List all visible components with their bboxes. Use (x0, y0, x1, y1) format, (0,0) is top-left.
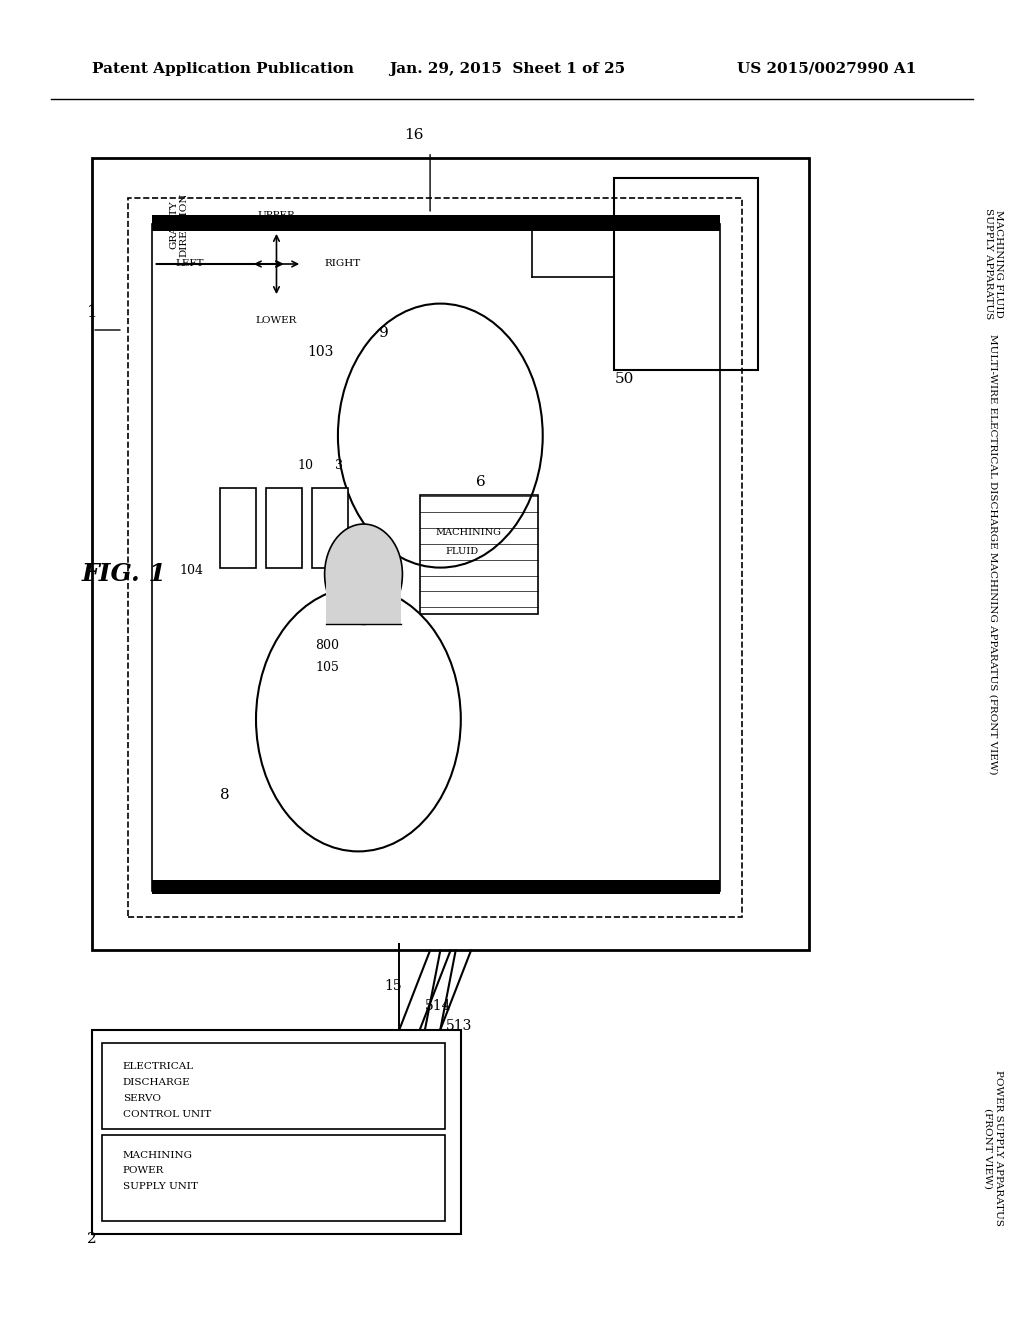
Text: MACHINING: MACHINING (123, 1151, 193, 1160)
Bar (92, 158, 809, 950)
Text: 50: 50 (614, 372, 634, 385)
Text: 800: 800 (315, 639, 339, 652)
Text: 104: 104 (179, 564, 203, 577)
Text: POWER: POWER (123, 1167, 164, 1176)
Text: MACHINING: MACHINING (435, 528, 501, 537)
Circle shape (325, 524, 402, 624)
Text: 9: 9 (379, 326, 389, 339)
Text: Jan. 29, 2015  Sheet 1 of 25: Jan. 29, 2015 Sheet 1 of 25 (389, 62, 626, 75)
Text: LOWER: LOWER (256, 317, 297, 326)
Text: 10: 10 (297, 458, 313, 471)
Text: FIG. 1: FIG. 1 (82, 562, 167, 586)
Text: POWER SUPPLY APPARATUS
(FRONT VIEW): POWER SUPPLY APPARATUS (FRONT VIEW) (984, 1071, 1002, 1226)
Text: SUPPLY UNIT: SUPPLY UNIT (123, 1183, 198, 1192)
Text: 1: 1 (87, 304, 97, 321)
Bar (128, 198, 742, 917)
Text: 15: 15 (384, 979, 401, 993)
Bar (420, 495, 538, 614)
Bar (614, 178, 758, 370)
Text: 513: 513 (445, 1019, 472, 1032)
Text: 103: 103 (307, 346, 334, 359)
Text: Patent Application Publication: Patent Application Publication (92, 62, 354, 75)
Text: 6: 6 (476, 475, 486, 488)
Text: 514: 514 (425, 999, 452, 1012)
Text: US 2015/0027990 A1: US 2015/0027990 A1 (737, 62, 916, 75)
Text: DISCHARGE: DISCHARGE (123, 1078, 190, 1088)
Bar (152, 880, 720, 894)
Text: ELECTRICAL: ELECTRICAL (123, 1063, 194, 1072)
Text: 8: 8 (220, 788, 229, 801)
Bar (152, 224, 720, 891)
Text: LEFT: LEFT (175, 260, 204, 268)
Text: SERVO: SERVO (123, 1094, 161, 1104)
Text: MULTI-WIRE ELECTRICAL DISCHARGE MACHINING APPARATUS (FRONT VIEW): MULTI-WIRE ELECTRICAL DISCHARGE MACHININ… (989, 334, 997, 775)
Bar (152, 215, 720, 231)
Text: MACHINING FLUID
SUPPLY APPARATUS: MACHINING FLUID SUPPLY APPARATUS (984, 209, 1002, 319)
Text: 2: 2 (87, 1233, 97, 1246)
Bar (102, 1135, 445, 1221)
Text: 105: 105 (315, 660, 339, 673)
Text: UPPER: UPPER (258, 211, 295, 220)
Text: CONTROL UNIT: CONTROL UNIT (123, 1110, 211, 1119)
Bar (92, 1030, 461, 1234)
Bar (266, 488, 302, 568)
Bar (326, 574, 401, 624)
Text: FLUID: FLUID (445, 548, 478, 557)
Bar (312, 488, 348, 568)
Text: 16: 16 (404, 128, 424, 141)
Text: 3: 3 (335, 458, 343, 471)
Text: RIGHT: RIGHT (325, 260, 361, 268)
Text: GRAVITY
DIRECTION: GRAVITY DIRECTION (170, 193, 188, 257)
Bar (102, 1043, 445, 1129)
Bar (220, 488, 256, 568)
